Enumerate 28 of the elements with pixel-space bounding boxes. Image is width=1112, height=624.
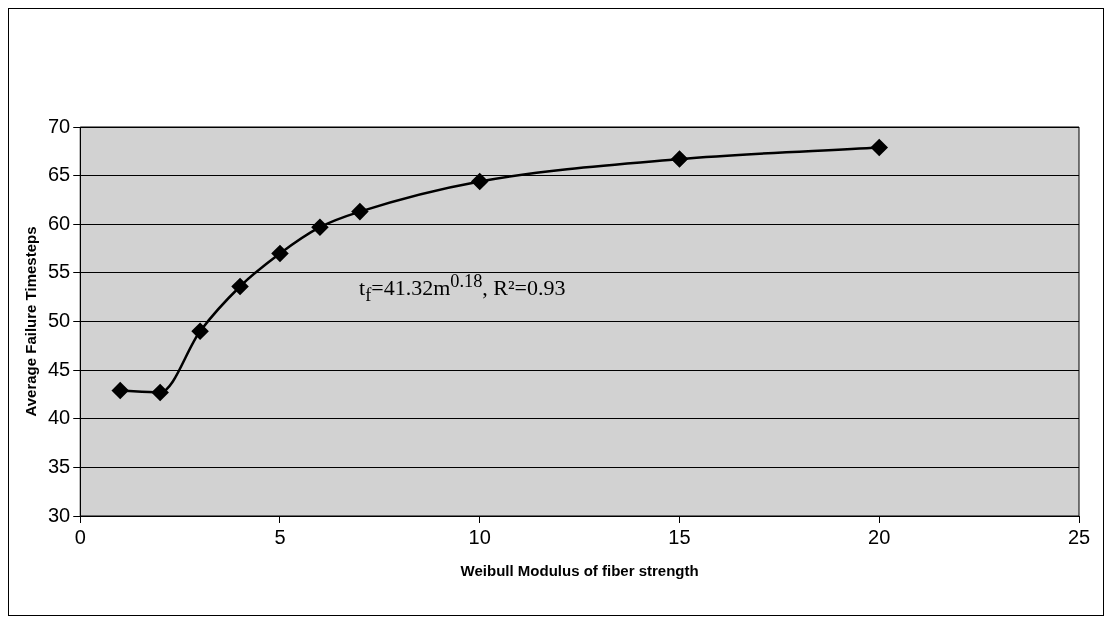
point: [871, 139, 888, 156]
annotation: t$_{f}$=41.32m$^{0.18}$, R²=0.93: [359, 271, 566, 306]
y-axis-title: Average Failure Timesteps: [22, 226, 40, 417]
point: [271, 245, 289, 262]
y-tick-label: 40: [48, 406, 71, 429]
x-tick-label: 5: [274, 525, 286, 548]
x-tick-label: 0: [74, 525, 86, 548]
y-tick-label: 30: [48, 503, 71, 526]
point: [471, 173, 488, 190]
x-tick-label: 25: [1067, 525, 1091, 548]
point: [671, 150, 688, 168]
point: [151, 384, 169, 401]
point: [351, 203, 369, 220]
x-tick-label: 20: [868, 525, 891, 548]
y-tick-label: 70: [48, 114, 71, 137]
y-tick-label: 45: [48, 357, 71, 380]
y-tick-label: 60: [48, 211, 71, 234]
point: [111, 382, 129, 399]
y-tick-label: 55: [48, 260, 71, 283]
y-tick-label: 50: [48, 309, 71, 332]
point: [311, 218, 329, 236]
x-tick-label: 15: [668, 525, 691, 548]
point: [231, 278, 249, 295]
y-tick-label: 35: [48, 454, 71, 477]
x-tick-label: 10: [468, 525, 491, 548]
point: [191, 322, 209, 340]
x-axis-title: Weibull Modulus of fiber strength: [460, 562, 699, 580]
y-tick-label: 65: [48, 163, 71, 186]
